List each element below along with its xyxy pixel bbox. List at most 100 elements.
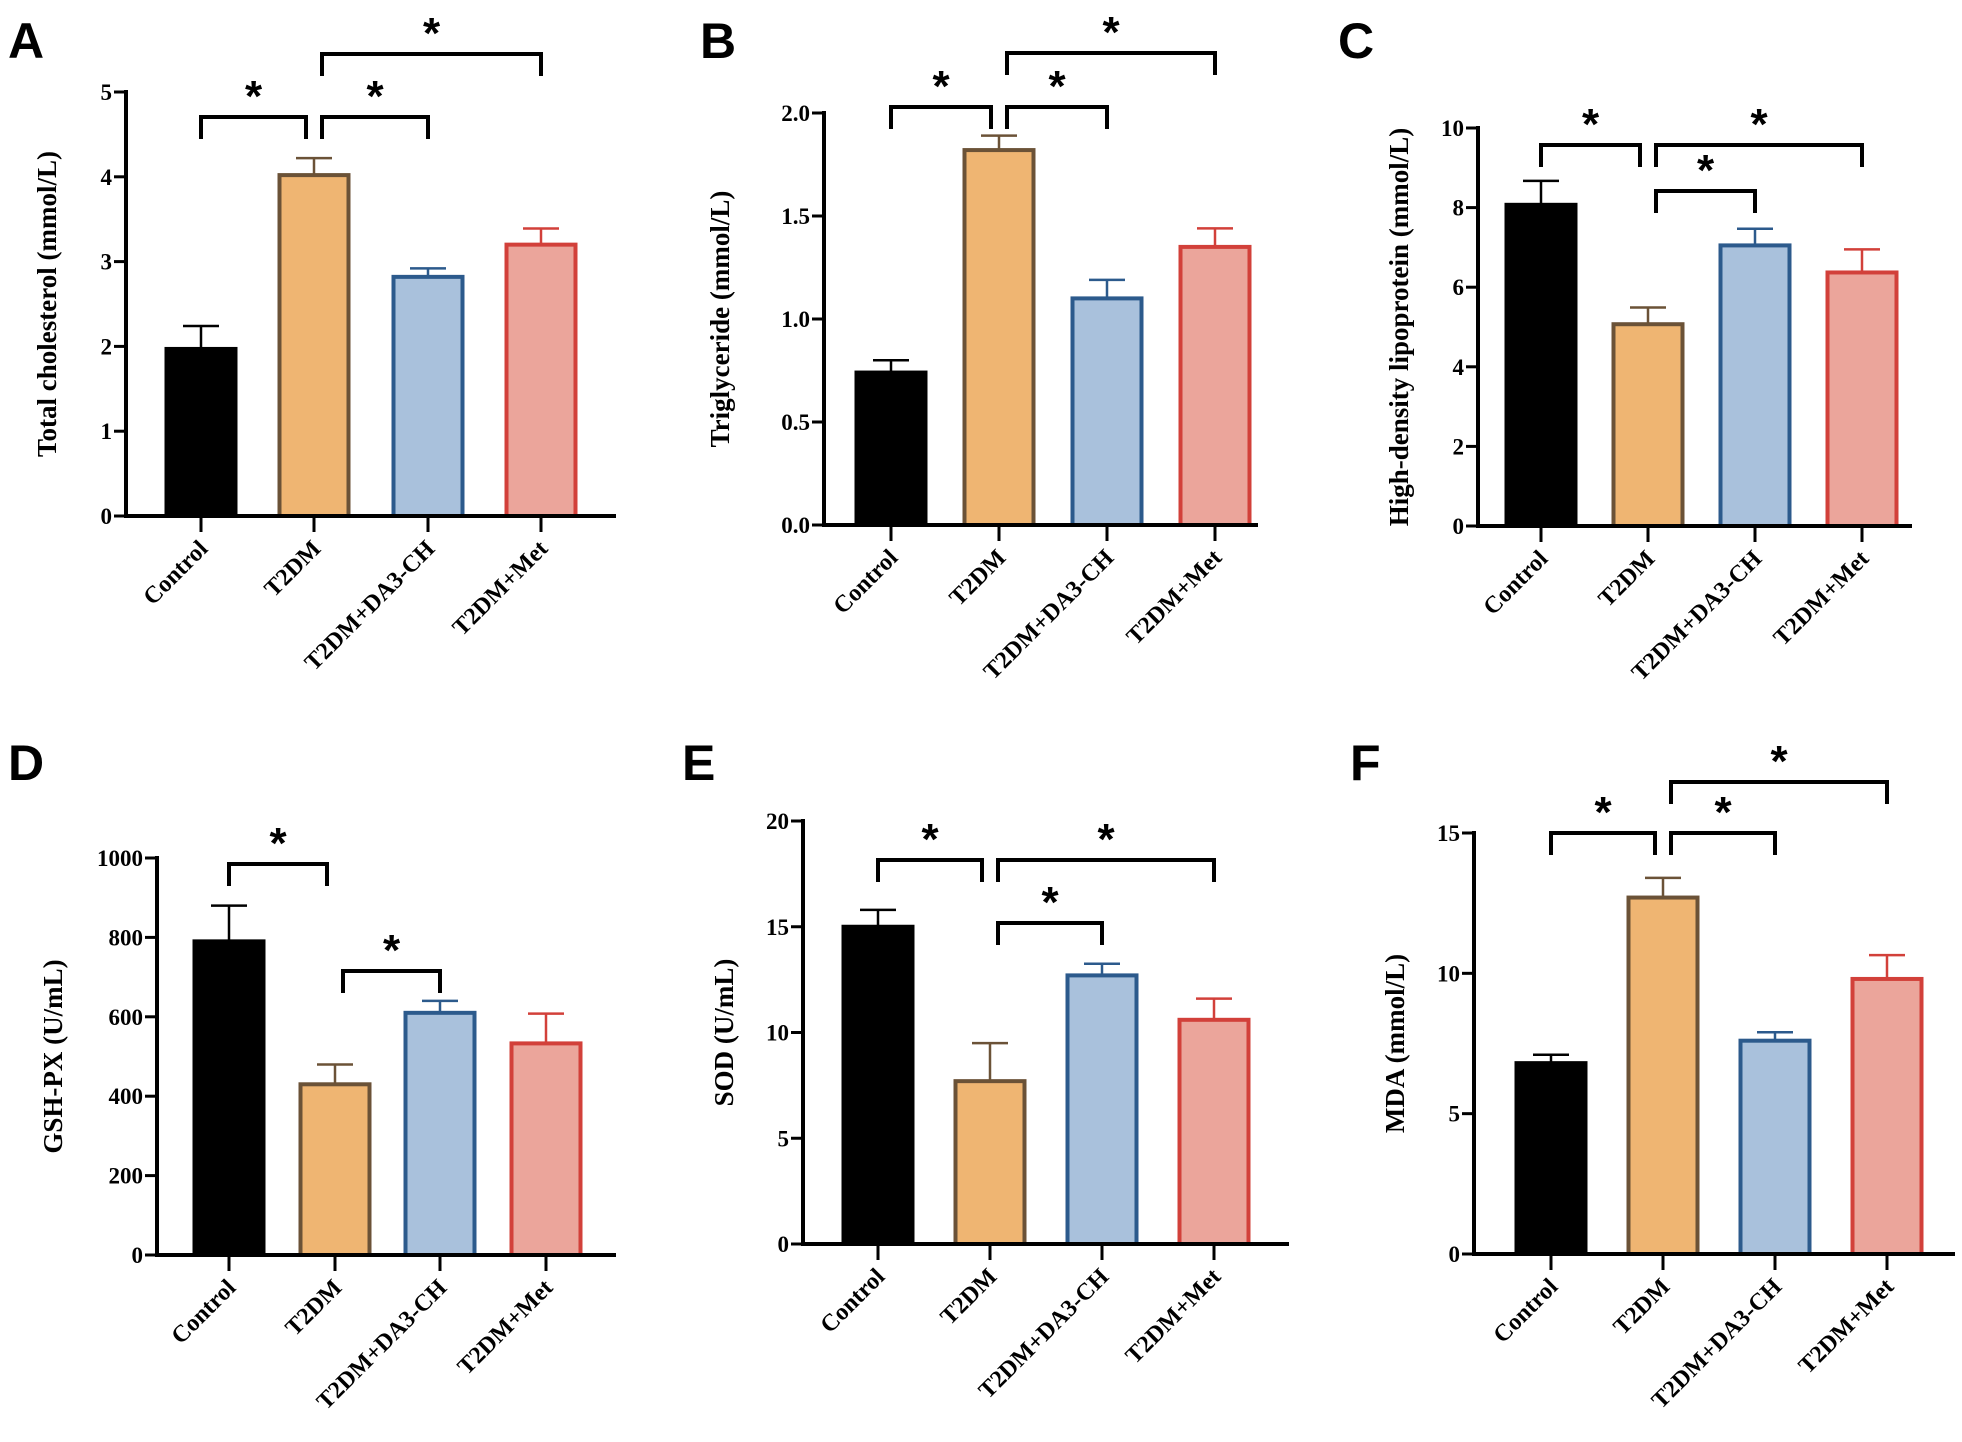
bar-t2dm-da3-ch [1738,1038,1812,1257]
bar-control [854,370,928,527]
panel-label: F [1350,735,1381,791]
significance-star: * [1048,62,1066,111]
bar-t2dm [1611,322,1685,528]
bar-control [1504,202,1578,528]
panel-label: B [700,13,736,69]
y-tick-label: 6 [1453,275,1465,300]
x-tick-label: Control [139,536,214,611]
significance-bracket [1005,105,1109,129]
significance-star: * [1097,815,1115,864]
significance-star: * [1102,8,1120,57]
y-tick-label: 3 [101,250,113,275]
x-tick-label: Control [1489,1274,1564,1349]
significance-bracket [199,115,308,139]
y-tick-label: 2 [1453,434,1465,459]
y-tick-label: 0 [1449,1242,1461,1267]
panel-label: D [8,735,44,791]
significance-bracket [996,921,1104,945]
panel-b: B 0.0 0.5 1.0 1.5 2.0 Triglyceride (mmol/L) Con… [700,8,1258,685]
y-tick-label: 0 [132,1243,144,1268]
x-tick-label: T2DM+Met [448,536,553,641]
y-tick-label: 4 [1453,355,1465,380]
y-tick-label: 0 [778,1232,790,1257]
significance-bracket [1654,143,1864,167]
significance-star: * [1594,788,1612,837]
bar-t2dm-met [1850,976,1924,1256]
significance-star: * [423,9,441,58]
y-tick-label: 0.5 [781,410,810,435]
y-axis-title: MDA (mmol/L) [1380,954,1410,1133]
x-tick-label: Control [816,1264,891,1339]
y-tick-label: 10 [1437,961,1460,986]
panel-a: A 0 1 2 3 4 5 Total cholesterol (mmol/L) Control… [8,9,616,676]
x-tick-label: T2DM [1594,546,1660,612]
significance-star: * [932,62,950,111]
bar-t2dm [298,1082,372,1258]
x-tick-label: Control [167,1275,242,1350]
y-tick-label: 15 [766,915,789,940]
significance-star: * [269,819,287,868]
panel-label: C [1338,13,1374,69]
significance-star: * [383,926,401,975]
significance-star: * [245,72,263,121]
x-tick-label: T2DM+Met [1122,545,1227,650]
bar-t2dm [277,173,351,518]
panel-c: C 0 2 4 6 8 10 High-density lipoprotein (mmol/L… [1338,13,1912,686]
significance-bracket [1539,143,1642,167]
significance-bracket [1549,831,1657,855]
y-tick-label: 1.5 [781,204,810,229]
panel-d: D 0 200 400 600 800 1000 GSH-PX (U/mL) Control T2… [8,735,616,1415]
bar-t2dm-da3-ch [403,1010,477,1258]
x-tick-label: T2DM+Met [1121,1264,1226,1369]
significance-bracket [876,858,984,882]
y-tick-label: 15 [1437,821,1460,846]
significance-bracket [1654,189,1757,213]
y-axis-title: Triglyceride (mmol/L) [705,191,735,448]
x-tick-label: T2DM+Met [453,1275,558,1380]
bar-t2dm-da3-ch [1718,243,1792,528]
panel-label: E [682,735,715,791]
bar-control [841,924,915,1246]
bar-t2dm-met [504,242,578,518]
x-tick-label: T2DM [945,545,1011,611]
significance-star: * [1697,146,1715,195]
y-tick-label: 0.0 [781,513,810,538]
bar-t2dm-met [1825,270,1899,528]
panel-label: A [8,13,44,69]
y-tick-label: 10 [1441,116,1464,141]
significance-bracket [227,862,329,886]
bar-t2dm-da3-ch [391,274,465,519]
y-axis-title: High-density lipoprotein (mmol/L) [1384,128,1414,527]
significance-star: * [366,72,384,121]
y-tick-label: 10 [766,1021,789,1046]
bar-control [192,939,266,1257]
significance-bracket [320,115,430,139]
significance-bracket [1005,51,1217,75]
significance-bracket [996,858,1216,882]
x-tick-label: T2DM+Met [1769,546,1874,651]
y-tick-label: 0 [101,504,113,529]
y-tick-label: 0 [1453,514,1465,539]
bar-t2dm-met [509,1041,583,1258]
y-axis-title: SOD (U/mL) [709,959,739,1107]
y-tick-label: 5 [778,1126,790,1151]
y-tick-label: 2 [101,334,113,359]
y-tick-label: 1.0 [781,307,810,332]
y-tick-label: 5 [101,80,113,105]
y-axis-title: GSH-PX (U/mL) [38,959,68,1153]
significance-bracket [1669,831,1777,855]
significance-star: * [1750,100,1768,149]
x-tick-label: T2DM [260,536,326,602]
significance-star: * [1714,788,1732,837]
significance-bracket [320,52,543,76]
bar-t2dm [962,148,1036,528]
y-tick-label: 1000 [97,846,143,871]
bar-t2dm [1626,895,1700,1256]
x-tick-label: T2DM [281,1275,347,1341]
y-tick-label: 1 [101,419,113,444]
y-tick-label: 5 [1449,1102,1461,1127]
x-tick-label: Control [829,545,904,620]
significance-star: * [921,815,939,864]
